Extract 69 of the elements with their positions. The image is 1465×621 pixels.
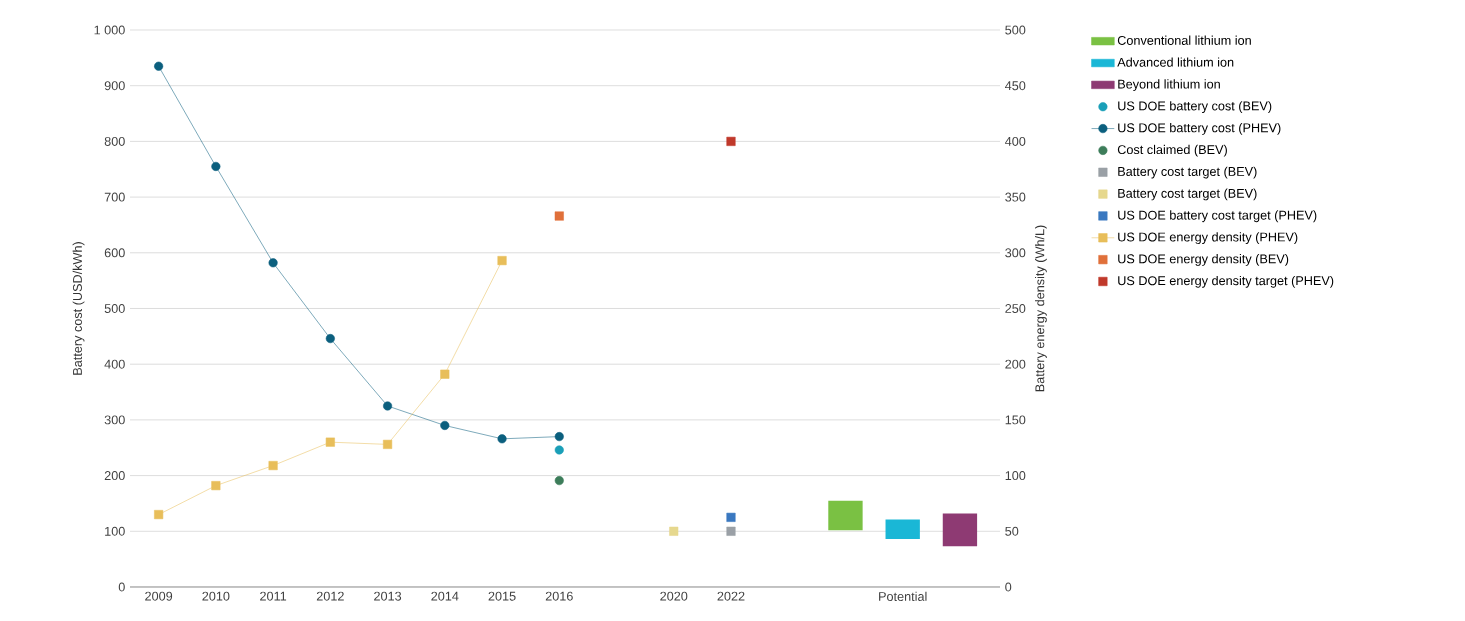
x-tick-label: 2011	[260, 591, 287, 601]
y-tick-label: 200	[104, 471, 125, 481]
legend-label: US DOE energy density (PHEV)	[1118, 232, 1298, 245]
point	[497, 256, 507, 266]
legend-label: Advanced lithium ion	[1117, 57, 1234, 67]
y2-tick-label: 250	[1005, 304, 1026, 313]
legend-label: Battery cost target (BEV)	[1118, 188, 1257, 201]
y-tick-label: 700	[104, 192, 125, 202]
y2-tick-label: 450	[1005, 81, 1026, 91]
y-tick-label: 1 000	[94, 25, 125, 35]
x-tick-label: 2015	[488, 591, 516, 601]
legend-label: US DOE battery cost (BEV)	[1118, 101, 1272, 113]
y2-tick-label: 400	[1005, 136, 1026, 146]
legend-label: Conventional lithium ion	[1117, 35, 1251, 45]
point	[211, 481, 221, 491]
x-tick-label: 2014	[431, 591, 459, 601]
point	[440, 369, 450, 379]
x-tick-label: 2022	[717, 591, 745, 601]
y-tick-label: 400	[104, 359, 125, 369]
legend-label: Battery cost target (BEV)	[1118, 166, 1257, 179]
legend-label: Beyond lithium ion	[1118, 79, 1220, 92]
point	[268, 461, 278, 471]
point	[440, 420, 450, 430]
x-tick-label: 2010	[202, 591, 230, 601]
y-axis-title: Battery cost (USD/kWh)	[72, 242, 85, 375]
y-tick-label: 100	[105, 526, 125, 536]
point	[383, 439, 393, 449]
x-tick-label: 2013	[374, 591, 402, 601]
y-tick-label: 900	[104, 81, 125, 91]
point	[325, 437, 335, 447]
x-tick-label: 2009	[145, 591, 173, 601]
x-tick-label: 2012	[316, 591, 344, 601]
y2-tick-label: 200	[1005, 359, 1026, 369]
legend-label: Cost claimed (BEV)	[1117, 144, 1227, 157]
y2-axis-title: Battery energy density (Wh/L)	[1035, 225, 1047, 392]
y-tick-label: 0	[118, 582, 125, 592]
y2-tick-label: 150	[1005, 415, 1026, 425]
x-tick-label: Potential	[879, 591, 927, 601]
y-tick-label: 800	[104, 136, 125, 146]
y-tick-label: 500	[104, 304, 125, 313]
legend-label: US DOE energy density target (PHEV)	[1118, 275, 1334, 288]
point	[726, 512, 736, 522]
point	[383, 401, 393, 411]
point	[154, 510, 164, 520]
point	[268, 258, 278, 268]
point	[325, 334, 335, 344]
point	[554, 476, 564, 486]
point	[211, 161, 221, 171]
y2-tick-label: 100	[1005, 471, 1026, 481]
point	[726, 136, 736, 146]
point	[554, 445, 564, 455]
y2-tick-label: 300	[1005, 248, 1026, 258]
point	[669, 526, 679, 536]
point	[554, 432, 564, 442]
y-tick-label: 600	[104, 248, 125, 258]
x-tick-label: 2016	[545, 591, 573, 601]
y2-tick-label: 500	[1005, 25, 1026, 35]
legend-label: US DOE energy density (BEV)	[1118, 254, 1289, 266]
point	[726, 526, 736, 536]
legend-label: US DOE battery cost target (PHEV)	[1118, 210, 1317, 223]
legend-label: US DOE battery cost (PHEV)	[1118, 122, 1281, 135]
point	[554, 211, 564, 221]
point	[497, 434, 507, 444]
y2-tick-label: 350	[1005, 192, 1026, 202]
point	[154, 61, 164, 71]
y2-tick-label: 50	[1005, 526, 1019, 536]
y2-tick-label: 0	[1005, 582, 1012, 592]
y-tick-label: 300	[104, 415, 125, 425]
x-tick-label: 2020	[660, 591, 688, 601]
